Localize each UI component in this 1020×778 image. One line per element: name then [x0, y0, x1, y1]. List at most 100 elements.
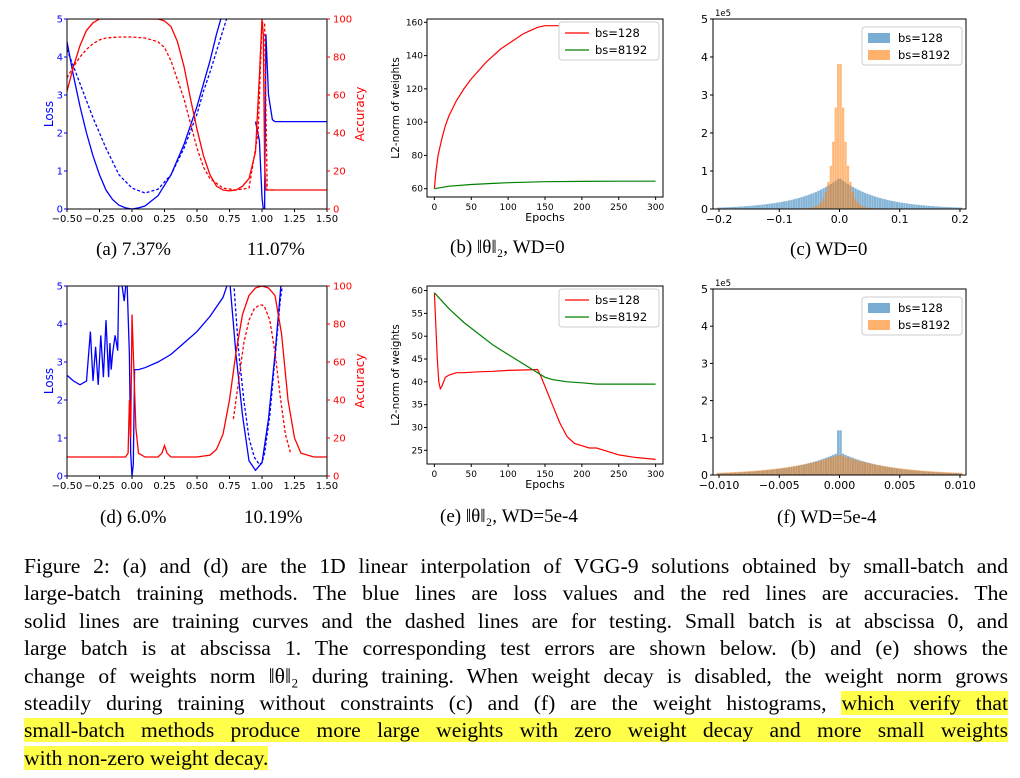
histogram-bar: [935, 206, 938, 209]
y-tick-label: 160: [406, 18, 423, 28]
histogram-bar: [932, 471, 936, 475]
x-tick-label: 0.2: [951, 213, 969, 226]
histogram-bar: [751, 205, 754, 209]
histogram-bar: [849, 181, 852, 209]
histogram-bar: [721, 472, 724, 475]
histogram-bar: [800, 464, 803, 475]
histogram-bar: [812, 207, 815, 209]
y-tick-label: 3: [701, 357, 708, 370]
histogram-bar: [731, 472, 734, 475]
caption-d: (d) 6.0%: [100, 507, 167, 528]
histogram-bar: [778, 468, 781, 475]
y-tick-label: 140: [406, 52, 423, 62]
caption-c: (c) WD=0: [790, 239, 868, 260]
histogram-bar: [908, 203, 911, 209]
histogram-bar: [913, 469, 916, 475]
histogram-bar: [729, 472, 732, 475]
histogram-bar: [726, 207, 729, 209]
accuracy-line: [67, 22, 275, 191]
histogram-bar: [780, 201, 783, 209]
histogram-bar: [888, 200, 891, 209]
histogram-bar: [827, 181, 830, 209]
histogram-bar: [814, 191, 818, 209]
highlighted-text: which verify that: [841, 691, 1009, 716]
x-tick-label: 0.25: [153, 481, 175, 492]
y-tick-label: 50: [412, 332, 424, 342]
figure-caption: Figure 2: (a) and (d) are the 1D linear …: [24, 553, 1009, 772]
histogram-bar: [949, 207, 953, 209]
histogram-bar: [886, 466, 889, 475]
histogram-bar: [866, 207, 869, 209]
legend-label: bs=8192: [595, 310, 647, 324]
accuracy-line: [232, 304, 292, 454]
x-tick-label: 300: [647, 470, 664, 480]
histogram-bar: [810, 462, 813, 475]
panel-f-weight-histogram: −0.010 −0.005 0.000 0.005 0.010 0 1 2 3 4 5 1e5 bs=1…: [699, 279, 976, 492]
loss-line: [67, 19, 222, 209]
x-tick-label: 150: [536, 470, 553, 480]
y-right-axis-label: Accuracy: [353, 87, 367, 142]
x-tick-label: 100: [500, 470, 517, 480]
histogram-bar: [805, 463, 808, 475]
histogram-bar: [800, 197, 803, 209]
panel-e-weight-norm-plot: 0 50 100 150 200 250 300 25 30 35 40 45 50 55 60 Epochs…: [390, 285, 664, 491]
histogram-bar: [817, 190, 820, 209]
panel-a-interpolation-plot: −0.50 −0.25 0.00 0.25 0.50 0.75 1.00 1.25 1.5001…: [42, 15, 367, 226]
histogram-bar: [918, 470, 921, 475]
histogram-bar: [748, 205, 751, 209]
x-tick-label: 250: [610, 470, 627, 480]
x-tick-label: 250: [610, 203, 627, 213]
histogram-bar: [773, 468, 776, 475]
y-scale-label: 1e5: [715, 9, 731, 19]
histogram-bar: [903, 203, 906, 209]
histogram-bar: [859, 190, 862, 209]
caption-line-highlight: small-batch methods produce more large w…: [24, 717, 1008, 744]
y-tick-label: 0: [57, 205, 63, 216]
histogram-bar: [795, 198, 798, 209]
histogram-bar: [864, 207, 867, 209]
histogram-bar: [834, 455, 837, 475]
histogram-bar: [738, 471, 742, 475]
histogram-bar: [952, 207, 955, 209]
histogram-bar: [851, 192, 855, 209]
histogram-bar: [839, 430, 842, 475]
x-tick-label: 1.00: [251, 214, 273, 225]
histogram-bar: [765, 469, 769, 475]
histogram-bar: [932, 206, 936, 209]
loss-line: [233, 286, 283, 466]
caption-b: (b) ‖θ‖₂, WD=0: [450, 237, 565, 258]
histogram-bar: [797, 465, 801, 475]
loss-line: [67, 19, 228, 194]
y-tick-label: 30: [412, 423, 424, 433]
y-axis-label: L2-norm of weights: [390, 324, 402, 425]
histogram-bar: [947, 207, 950, 209]
norm-line: [433, 292, 656, 460]
x-tick-label: 50: [466, 470, 478, 480]
histogram-bar: [878, 197, 882, 209]
legend-label: bs=8192: [595, 43, 647, 57]
y-tick-label: 3: [57, 91, 63, 102]
histogram-bar: [773, 203, 776, 209]
histogram-bar: [952, 472, 955, 475]
histogram-bar: [733, 206, 737, 209]
histogram-bar: [844, 456, 847, 475]
histogram-bar: [726, 472, 729, 475]
histogram-bar: [760, 470, 764, 475]
histogram-bar: [814, 206, 818, 209]
histogram-bar: [822, 198, 825, 209]
caption-line-highlight: with non-zero weight decay.: [24, 745, 1008, 772]
x-tick-label: 100: [500, 203, 517, 213]
legend-label: bs=128: [595, 26, 640, 40]
histogram-bar: [930, 471, 933, 475]
histogram-bar: [925, 470, 928, 475]
histogram-bar: [829, 457, 832, 475]
histogram-bar: [765, 204, 769, 209]
histogram-bar: [891, 467, 894, 475]
histogram-bar: [910, 204, 913, 209]
x-tick-label: 1.25: [283, 214, 305, 225]
histogram-bar: [785, 467, 788, 475]
histogram-bar: [841, 455, 845, 475]
histogram-bar: [736, 206, 739, 209]
histogram-bar: [736, 471, 739, 475]
legend-label: bs=128: [595, 293, 640, 307]
